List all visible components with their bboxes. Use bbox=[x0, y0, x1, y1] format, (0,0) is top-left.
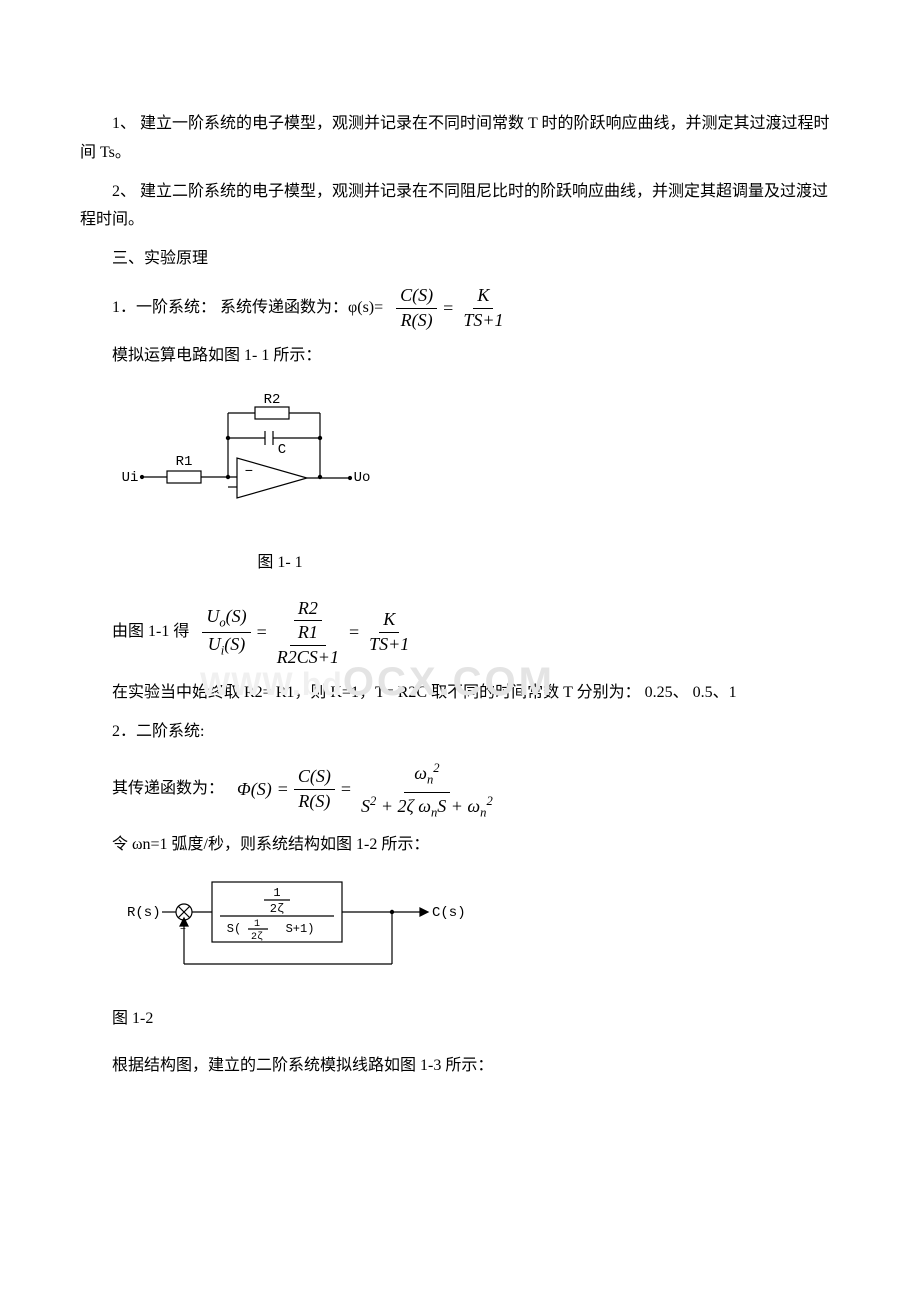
f2-mid-num: R2 R1 bbox=[290, 596, 326, 646]
diagram-1-caption: 图 1- 1 bbox=[80, 549, 480, 578]
formula-3-label: 其传递函数为： bbox=[80, 775, 224, 804]
d1-r1-label: R1 bbox=[176, 454, 193, 470]
d1-c-label: C bbox=[278, 442, 286, 458]
formula-1-expr: C(S) R(S) = K TS+1 bbox=[396, 284, 507, 332]
svg-text:2ζ: 2ζ bbox=[270, 902, 284, 916]
paragraph-11: 根据结构图，建立的二阶系统模拟线路如图 1-3 所示： bbox=[80, 1052, 840, 1081]
f3-phi: Φ(S) bbox=[237, 773, 272, 805]
formula-2-expr: Uo(S) Ui(S) = R2 R1 R2CS+1 = K TS+1 bbox=[202, 596, 413, 670]
formula-1-label: 1．一阶系统： 系统传递函数为：φ(s)= bbox=[80, 294, 383, 323]
paragraph-8: 2．二阶系统: bbox=[80, 718, 840, 747]
formula-3-expr: Φ(S) = C(S) R(S) = ωn2 S2 + 2ζ ωnS + ωn2 bbox=[237, 757, 497, 821]
svg-text:1: 1 bbox=[254, 919, 260, 930]
f1-rhs-num: K bbox=[473, 284, 493, 309]
paragraph-3: 三、实验原理 bbox=[80, 245, 840, 274]
formula-1-row: 1．一阶系统： 系统传递函数为：φ(s)= C(S) R(S) = K TS+1 bbox=[80, 284, 840, 332]
d2-cs-label: C(s) bbox=[432, 905, 466, 921]
svg-text:2ζ: 2ζ bbox=[251, 931, 263, 943]
d1-uo-label: Uo bbox=[354, 470, 371, 486]
formula-2-row: 由图 1-1 得 Uo(S) Ui(S) = R2 R1 R2CS+1 = K … bbox=[80, 596, 840, 670]
f2-lhs-den: Ui(S) bbox=[204, 633, 250, 660]
svg-text:1: 1 bbox=[273, 886, 280, 900]
f3-rhs-den: S2 + 2ζ ωnS + ωn2 bbox=[357, 793, 497, 822]
diagram-2: R(s) C(s) − 1 2ζ S( 1 2ζ S+1) bbox=[112, 872, 840, 993]
diagram-2-svg: R(s) C(s) − 1 2ζ S( 1 2ζ S+1) bbox=[112, 872, 472, 982]
formula-3-row: 其传递函数为： Φ(S) = C(S) R(S) = ωn2 S2 + 2ζ ω… bbox=[80, 757, 840, 821]
f3-mid-den: R(S) bbox=[294, 790, 334, 814]
f2-rhs-den: TS+1 bbox=[365, 633, 413, 657]
paragraph-5: 模拟运算电路如图 1- 1 所示： bbox=[80, 342, 840, 371]
f2-lhs-num: Uo(S) bbox=[202, 605, 250, 633]
paragraph-10: 令 ωn=1 弧度/秒，则系统结构如图 1-2 所示： bbox=[80, 831, 840, 860]
f3-mid-num: C(S) bbox=[294, 765, 335, 790]
d1-minus-label: − bbox=[245, 464, 253, 480]
f3-rhs-num: ωn2 bbox=[404, 757, 449, 793]
diagram-2-caption: 图 1-2 bbox=[80, 1005, 840, 1034]
f2-mid-den: R2CS+1 bbox=[273, 646, 343, 670]
formula-2-label: 由图 1-1 得 bbox=[80, 618, 189, 647]
svg-text:S(: S( bbox=[227, 922, 241, 936]
d1-r2-label: R2 bbox=[264, 392, 281, 408]
f2-rhs-num: K bbox=[379, 608, 399, 633]
diagram-1-svg: Ui Uo R1 R2 C − bbox=[112, 383, 382, 528]
d1-ui-label: Ui bbox=[122, 470, 139, 486]
d2-minus-label: − bbox=[180, 925, 186, 936]
diagram-1: Ui Uo R1 R2 C − bbox=[112, 383, 840, 539]
watermark-light: WWW.bd bbox=[200, 666, 343, 702]
f2-r1: R1 bbox=[294, 621, 322, 645]
paragraph-1: 1、 建立一阶系统的电子模型，观测并记录在不同时间常数 T 时的阶跃响应曲线，并… bbox=[80, 110, 840, 168]
f1-lhs-num: C(S) bbox=[396, 284, 437, 309]
f2-r2: R2 bbox=[294, 597, 322, 622]
f1-rhs-den: TS+1 bbox=[459, 309, 507, 333]
f1-lhs-den: R(S) bbox=[397, 309, 437, 333]
d2-rs-label: R(s) bbox=[127, 905, 161, 921]
paragraph-2: 2、 建立二阶系统的电子模型，观测并记录在不同阻尼比时的阶跃响应曲线，并测定其超… bbox=[80, 178, 840, 236]
svg-text:S+1): S+1) bbox=[286, 922, 315, 936]
